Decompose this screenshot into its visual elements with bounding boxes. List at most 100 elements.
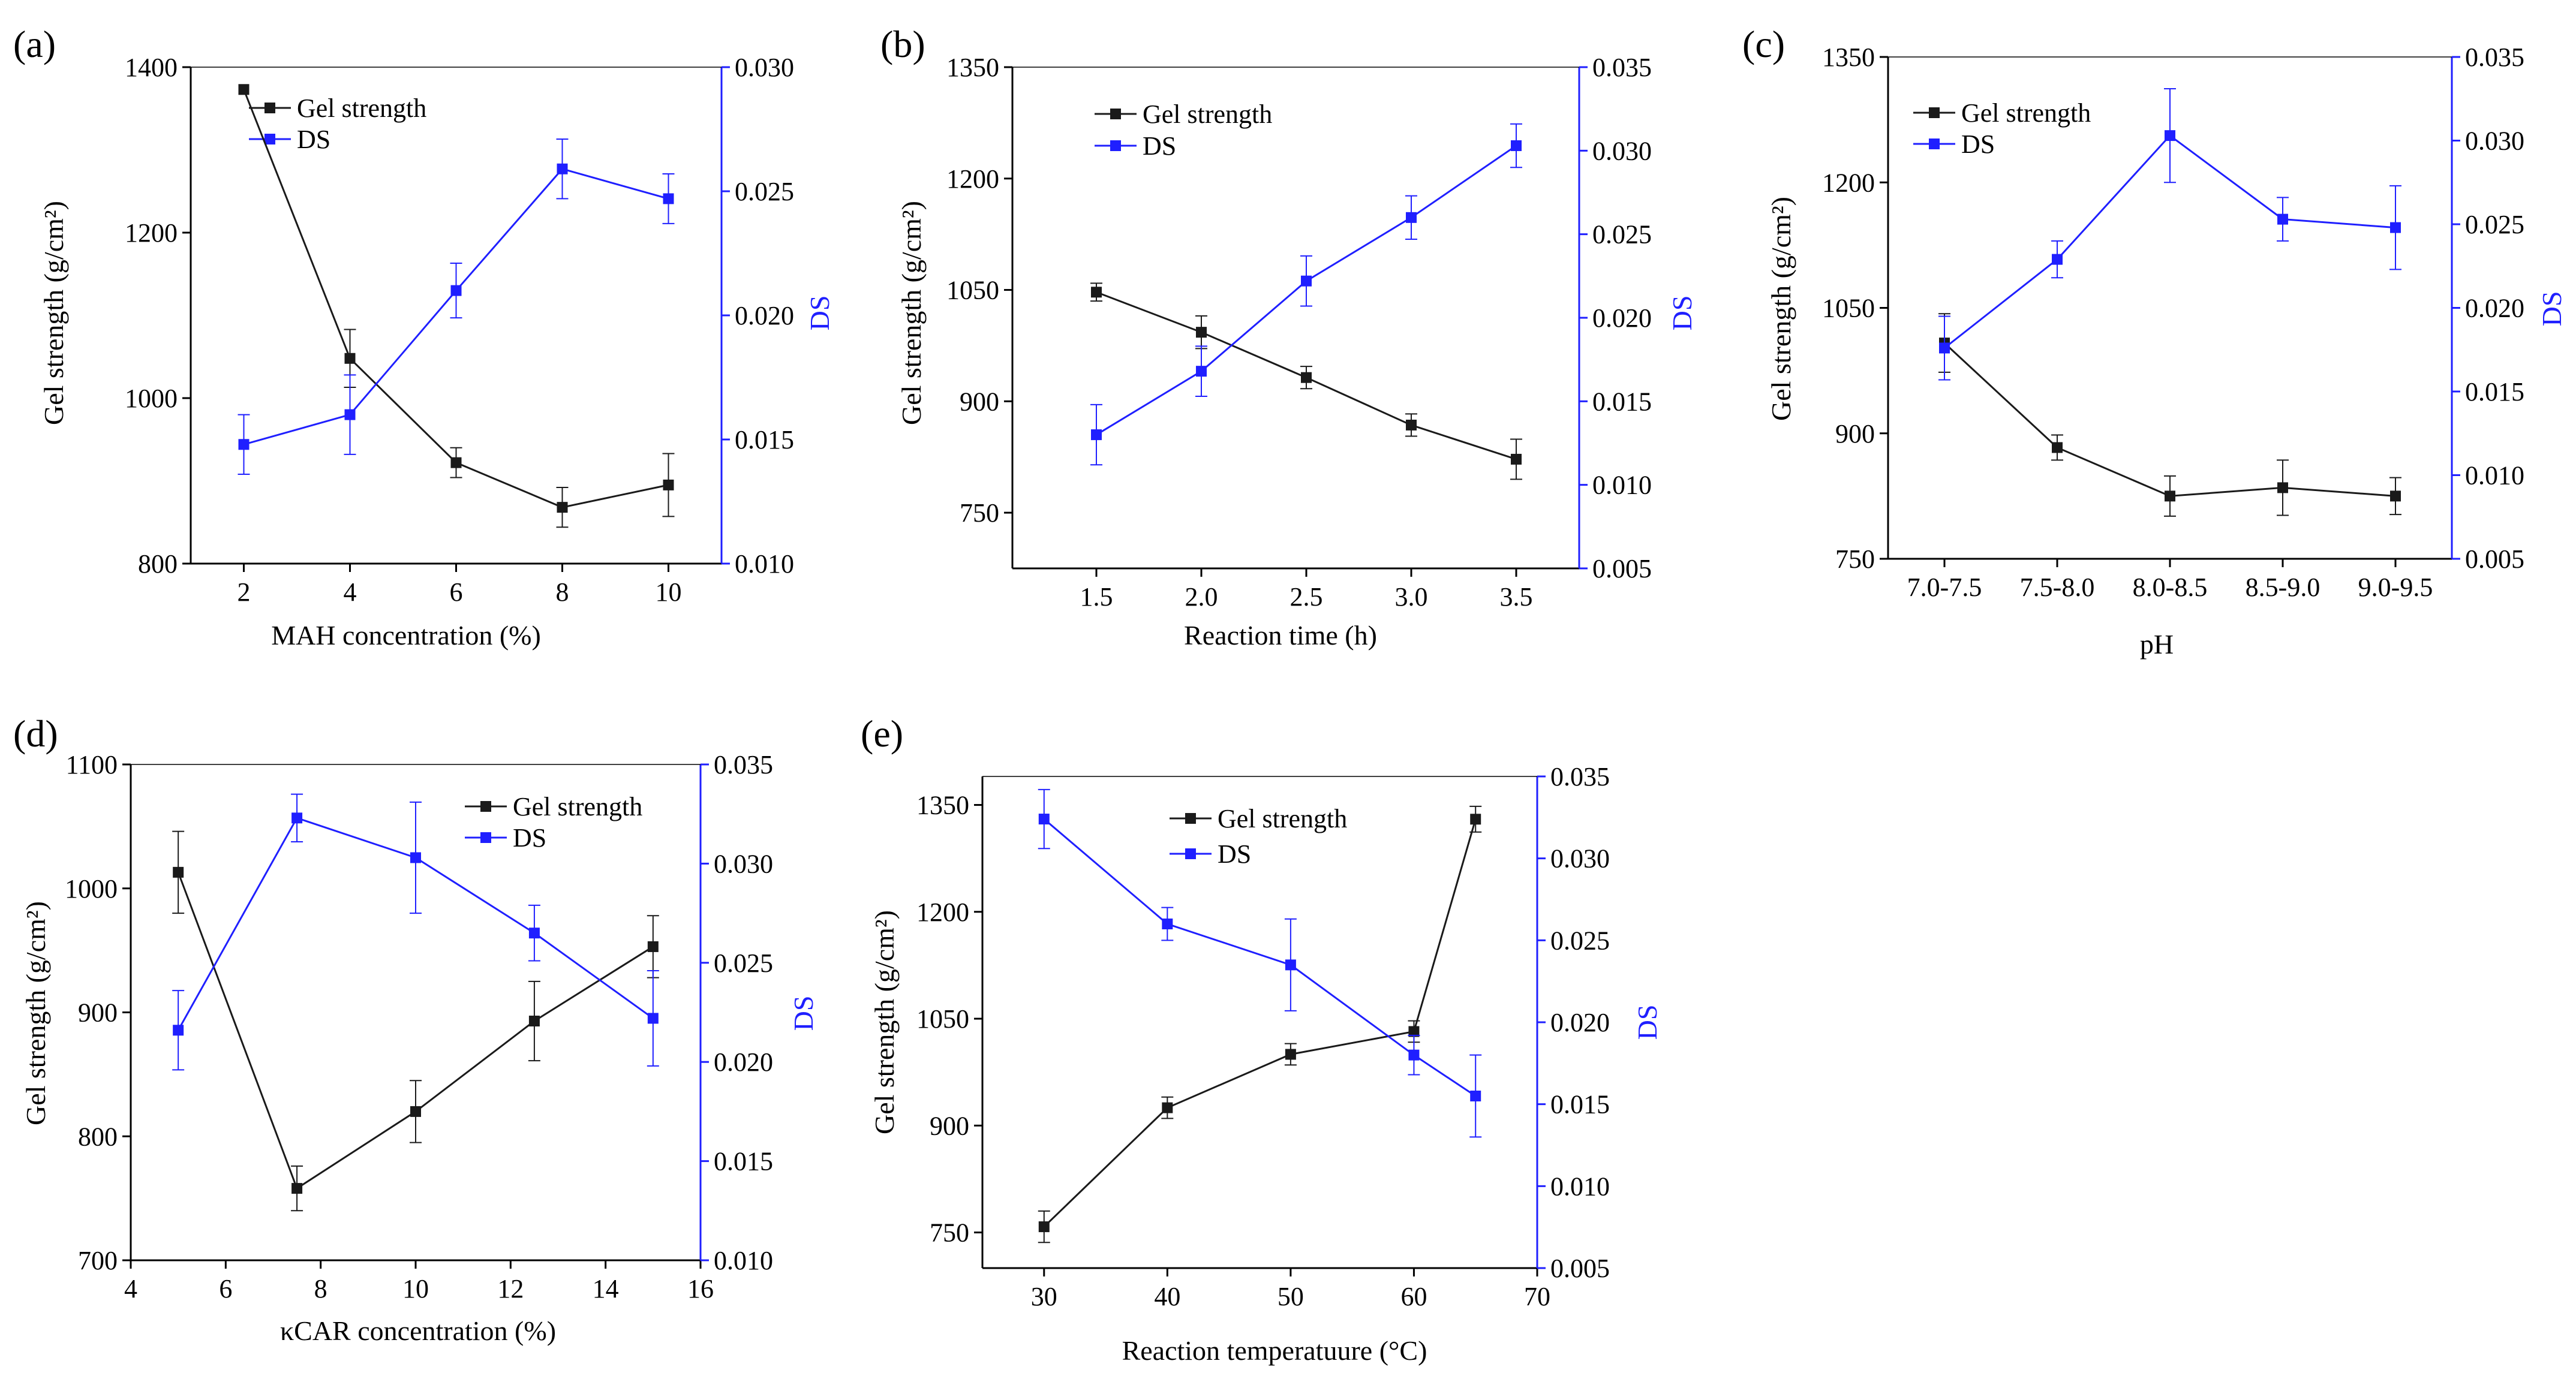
x-tick-label: 40 [1154, 1282, 1180, 1311]
y-tick-label-right: 0.020 [2465, 294, 2524, 323]
x-tick-label: 6 [450, 577, 463, 607]
y-tick-label-left: 750 [960, 498, 999, 528]
x-tick-label: 14 [593, 1274, 619, 1303]
data-point-gel [1408, 1026, 1420, 1037]
legend-label-ds: DS [297, 125, 330, 154]
legend: Gel strength DS [1170, 804, 1347, 869]
data-point-gel [1091, 287, 1102, 298]
x-tick-label: 4 [344, 577, 357, 607]
data-point-ds [1038, 814, 1050, 825]
x-tick-label: 6 [219, 1274, 232, 1303]
y-axis-title-right: DS [1667, 296, 1697, 331]
y-tick-label-right: 0.010 [1592, 471, 1652, 500]
y-tick-label-right: 0.015 [1550, 1090, 1610, 1119]
y-tick-label-right: 0.015 [2465, 377, 2524, 407]
y-tick-label-right: 0.020 [735, 301, 794, 330]
data-point-ds [1470, 1091, 1481, 1101]
y-tick-label-left: 1000 [125, 384, 178, 413]
y-axis-title-left: Gel strength (g/cm²) [20, 901, 51, 1125]
data-point-ds [2165, 130, 2175, 141]
legend: Gel strength DS [1095, 100, 1272, 161]
legend-label-ds: DS [1218, 839, 1251, 869]
x-tick-label: 2.5 [1290, 582, 1323, 612]
y-tick-label-left: 800 [78, 1122, 118, 1151]
data-point-ds [1091, 429, 1102, 441]
x-axis-title: Reaction temperatuure (°C) [1122, 1335, 1427, 1366]
data-point-gel [410, 1106, 421, 1117]
x-tick-label: 50 [1278, 1282, 1304, 1311]
x-axis-title: pH [2140, 629, 2174, 660]
y-tick-label-right: 0.035 [714, 750, 773, 779]
legend-label-gel: Gel strength [513, 792, 642, 821]
y-tick-label-right: 0.030 [2465, 127, 2524, 156]
y-tick-label-right: 0.030 [1550, 844, 1610, 874]
y-tick-label-left: 1350 [1822, 43, 1875, 72]
data-point-ds [344, 409, 356, 420]
y-axis-title-left: Gel strength (g/cm²) [1766, 197, 1796, 421]
y-tick-label-right: 0.015 [714, 1147, 773, 1176]
y-tick-label-left: 1050 [946, 276, 999, 305]
data-point-ds [2277, 213, 2288, 225]
y-tick-label-right: 0.005 [1592, 554, 1652, 583]
data-point-ds [1408, 1049, 1420, 1061]
plot-d: 4 6 8 10 12 14 16 700 800 900 1000 1100 0.010 0.015 0.… [65, 750, 773, 1303]
legend: Gel strength DS [1913, 98, 2091, 159]
y-tick-label-left: 1400 [125, 53, 178, 82]
y-tick-label-left: 1350 [946, 53, 999, 82]
data-point-gel [291, 1183, 303, 1194]
y-tick-label-right: 0.025 [714, 949, 773, 978]
legend-label-gel: Gel strength [1961, 98, 2091, 128]
x-tick-label: 1.5 [1080, 582, 1113, 612]
x-tick-label: 8.5-9.0 [2246, 573, 2320, 602]
x-tick-label: 3.5 [1500, 582, 1533, 612]
y-tick-label-left: 900 [1835, 419, 1875, 448]
data-point-gel [1301, 372, 1312, 383]
x-tick-label: 2.0 [1185, 582, 1218, 612]
y-axis-title-left: Gel strength (g/cm²) [38, 201, 69, 425]
panel-label: (e) [861, 712, 903, 755]
x-tick-label: 7.5-8.0 [2020, 573, 2095, 602]
data-point-gel [1285, 1049, 1296, 1060]
y-tick-label-left: 1350 [916, 791, 969, 820]
panel-b: (b) Reaction time (h) Gel strength (g/cm… [880, 23, 1697, 651]
y-tick-label-right: 0.005 [2465, 544, 2524, 574]
panel-d: (d) κCAR concentration (%) Gel strength … [13, 712, 819, 1346]
x-tick-label: 10 [656, 577, 682, 607]
y-tick-label-right: 0.025 [2465, 210, 2524, 239]
plot-e: 30 40 50 60 70 750 900 1050 1200 1350 0.005 0.010 0.… [916, 762, 1610, 1311]
data-point-gel [1511, 453, 1522, 465]
y-tick-label-left: 1050 [916, 1004, 969, 1034]
y-tick-label-right: 0.020 [714, 1047, 773, 1077]
y-tick-label-right: 0.035 [1550, 762, 1610, 791]
legend-marker-gel [1110, 109, 1121, 119]
y-tick-label-right: 0.030 [735, 53, 794, 82]
y-tick-label-right: 0.030 [714, 849, 773, 878]
y-tick-label-right: 0.010 [1550, 1172, 1610, 1201]
legend-marker-ds [480, 832, 491, 843]
panel-label: (a) [13, 23, 56, 65]
legend-marker-gel [480, 801, 491, 812]
data-point-gel [2390, 490, 2401, 502]
x-tick-label: 8.0-8.5 [2133, 573, 2208, 602]
x-tick-label: 10 [402, 1274, 429, 1303]
data-point-ds [1406, 212, 1417, 223]
x-axis-title: MAH concentration (%) [271, 620, 541, 651]
data-point-ds [410, 852, 421, 863]
legend-marker-gel [264, 103, 275, 113]
legend-marker-gel [1185, 813, 1196, 824]
y-tick-label-right: 0.010 [714, 1246, 773, 1275]
y-tick-label-right: 0.025 [735, 177, 794, 206]
data-point-ds [450, 285, 462, 296]
y-tick-label-left: 750 [1835, 544, 1875, 574]
y-tick-label-left: 1100 [66, 750, 118, 779]
legend: Gel strength DS [465, 792, 642, 853]
y-tick-label-right: 0.025 [1550, 926, 1610, 955]
y-tick-label-left: 1200 [125, 218, 178, 248]
panel-label: (c) [1742, 23, 1785, 65]
data-point-gel [663, 479, 674, 490]
y-tick-label-right: 0.030 [1592, 136, 1652, 165]
data-point-gel [2052, 442, 2063, 453]
y-tick-label-left: 1200 [916, 898, 969, 927]
y-tick-label-right: 0.035 [2465, 43, 2524, 72]
